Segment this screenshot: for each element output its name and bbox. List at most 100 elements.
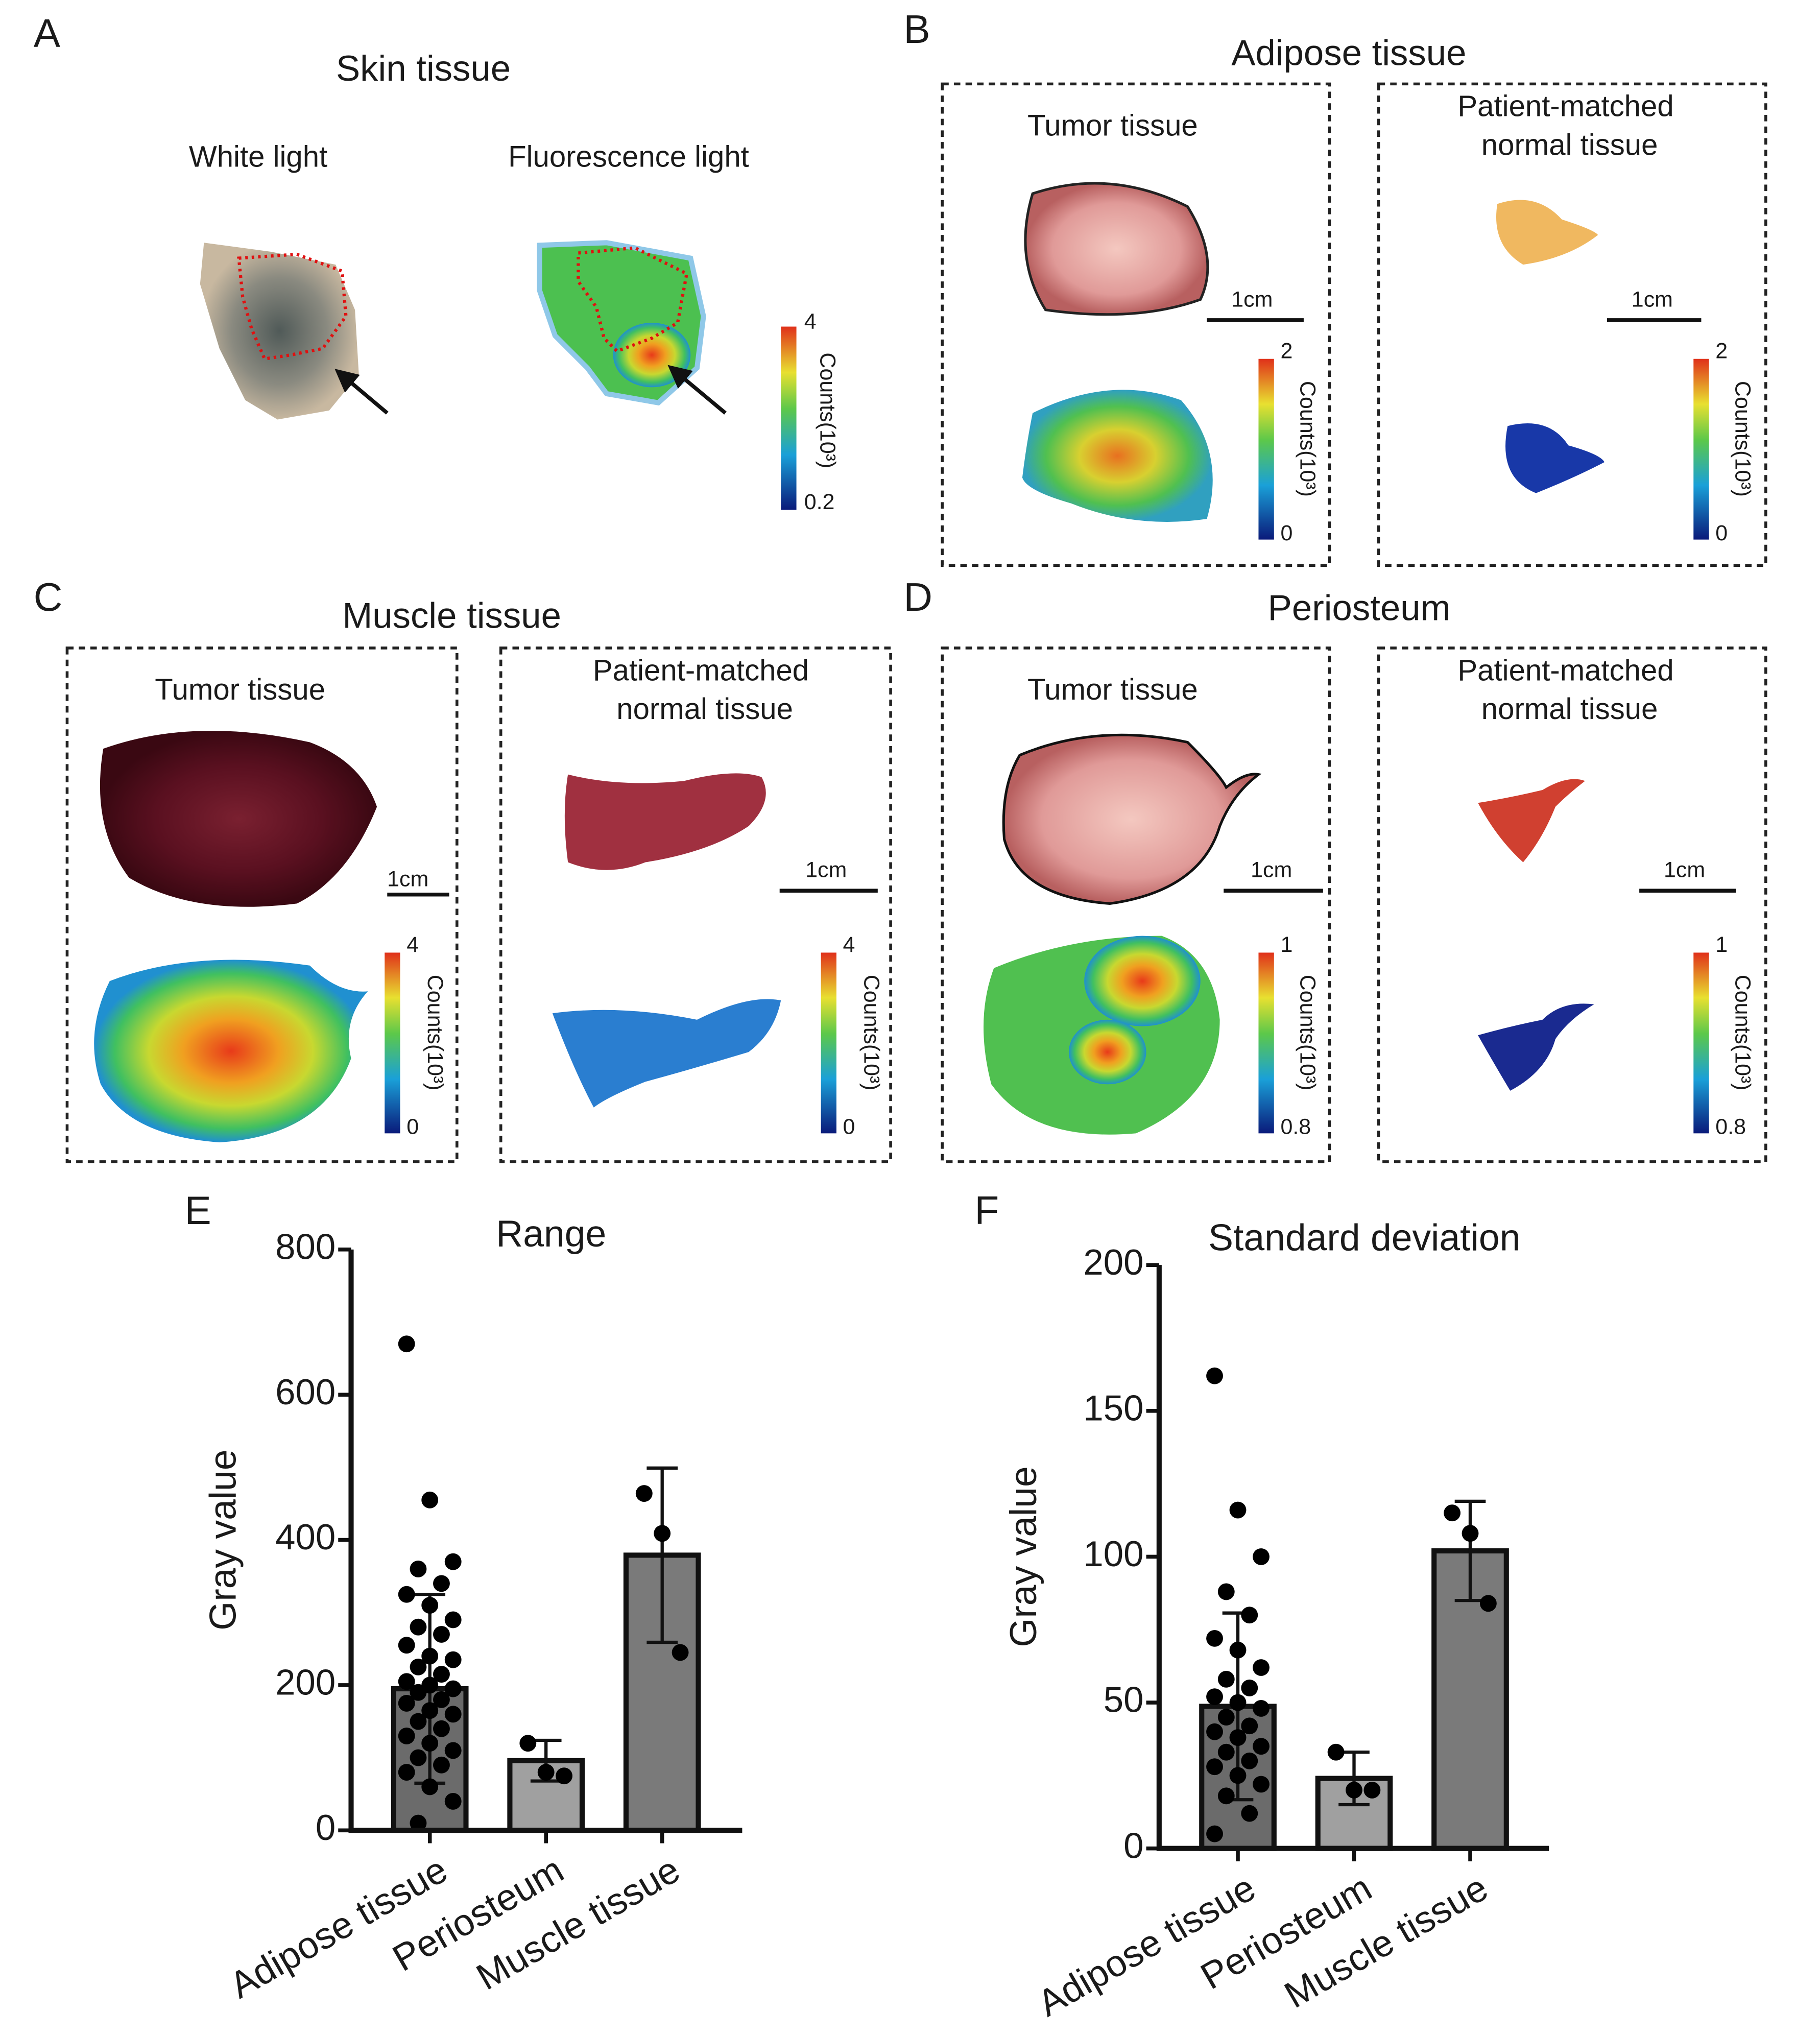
y-axis-label: Gray value bbox=[1002, 1466, 1044, 1647]
data-point bbox=[410, 1561, 427, 1577]
data-point bbox=[433, 1756, 450, 1774]
colorbar-min: 0 bbox=[1280, 521, 1292, 545]
colorbar-max: 4 bbox=[843, 932, 855, 957]
tissue-photo bbox=[564, 773, 766, 870]
y-tick-label: 100 bbox=[1083, 1534, 1143, 1574]
panel-title: Periosteum bbox=[1268, 587, 1451, 628]
data-point bbox=[410, 1684, 427, 1701]
colorbar-max: 4 bbox=[406, 932, 419, 957]
colorbar-min: 0.2 bbox=[804, 490, 835, 514]
colorbar bbox=[385, 952, 400, 1134]
colorbar-label: Counts(10³) bbox=[1730, 381, 1755, 497]
colorbar bbox=[1693, 358, 1709, 540]
colorbar bbox=[821, 952, 836, 1134]
scale-bar-label: 1cm bbox=[387, 867, 428, 891]
data-point bbox=[1479, 1595, 1497, 1612]
data-point bbox=[1229, 1729, 1247, 1746]
dashed-box bbox=[941, 646, 1331, 1163]
axes bbox=[1156, 1265, 1549, 1851]
colorbar-max: 1 bbox=[1715, 932, 1728, 957]
data-point bbox=[398, 1673, 415, 1690]
panel-letter: D bbox=[903, 574, 932, 619]
data-point bbox=[537, 1764, 555, 1781]
y-tick-label: 200 bbox=[1083, 1242, 1143, 1282]
data-point bbox=[421, 1735, 439, 1752]
colorbar-min: 0.8 bbox=[1715, 1115, 1746, 1139]
dashed-box bbox=[941, 82, 1331, 567]
y-tick-label: 600 bbox=[275, 1372, 336, 1412]
data-point bbox=[410, 1658, 427, 1675]
data-point bbox=[421, 1702, 439, 1719]
subtitle: Tumor tissue bbox=[155, 673, 325, 706]
data-point bbox=[1363, 1781, 1381, 1799]
data-point bbox=[1229, 1501, 1247, 1519]
data-point bbox=[1462, 1525, 1479, 1542]
colorbar-label: Counts(10³) bbox=[1730, 975, 1755, 1091]
colorbar bbox=[781, 326, 797, 510]
chart-title: Standard deviation bbox=[1208, 1217, 1520, 1259]
data-point bbox=[398, 1695, 415, 1712]
subtitle: normal tissue bbox=[616, 692, 793, 726]
y-axis-label: Gray value bbox=[202, 1449, 244, 1630]
data-point bbox=[421, 1647, 439, 1665]
y-tick-label: 0 bbox=[1123, 1825, 1143, 1865]
panel-letter: A bbox=[34, 11, 61, 56]
y-tick-label: 0 bbox=[316, 1807, 336, 1848]
colorbar-label: Counts(10³) bbox=[423, 975, 447, 1091]
data-point bbox=[444, 1706, 462, 1723]
data-point bbox=[1241, 1607, 1258, 1624]
panel-letter: C bbox=[34, 574, 63, 619]
subtitle: Patient-matched bbox=[1457, 90, 1673, 123]
hot-spot bbox=[613, 322, 691, 388]
subtitle: Patient-matched bbox=[1457, 654, 1673, 687]
data-point bbox=[672, 1644, 689, 1661]
scale-bar-label: 1cm bbox=[805, 858, 847, 882]
data-point bbox=[1217, 1670, 1235, 1688]
data-point bbox=[444, 1651, 462, 1668]
subtitle: Tumor tissue bbox=[1027, 109, 1198, 142]
subtitle: White light bbox=[189, 140, 327, 173]
scale-bar-label: 1cm bbox=[1231, 287, 1273, 312]
panel-title: Adipose tissue bbox=[1231, 32, 1466, 73]
data-point bbox=[433, 1575, 450, 1592]
data-point bbox=[1206, 1630, 1223, 1647]
data-point bbox=[1241, 1680, 1258, 1696]
subtitle: Tumor tissue bbox=[1027, 673, 1198, 706]
y-tick-label: 400 bbox=[275, 1517, 336, 1557]
data-point bbox=[433, 1720, 450, 1737]
data-point bbox=[1217, 1787, 1235, 1805]
colorbar-label: Counts(10³) bbox=[1296, 975, 1320, 1091]
y-tick-label: 200 bbox=[275, 1662, 336, 1703]
subtitle: Fluorescence light bbox=[508, 140, 749, 173]
data-point bbox=[1253, 1548, 1270, 1565]
tumor-outline bbox=[237, 252, 348, 361]
dashed-box bbox=[499, 646, 892, 1163]
colorbar bbox=[1258, 952, 1274, 1134]
data-point bbox=[410, 1749, 427, 1766]
error-bar bbox=[646, 1466, 678, 1644]
data-point bbox=[444, 1611, 462, 1628]
scale-bar-label: 1cm bbox=[1664, 858, 1705, 882]
colorbar bbox=[1258, 358, 1274, 540]
data-point bbox=[1217, 1743, 1235, 1761]
y-tick-label: 800 bbox=[275, 1227, 336, 1267]
colorbar-label: Counts(10³) bbox=[1296, 381, 1320, 497]
arrow bbox=[667, 365, 727, 415]
colorbar-label: Counts(10³) bbox=[815, 352, 840, 468]
tissue-photo bbox=[1002, 733, 1262, 905]
axes bbox=[348, 1249, 743, 1833]
data-point bbox=[519, 1735, 537, 1752]
data-point bbox=[1327, 1743, 1345, 1761]
colorbar-min: 0.8 bbox=[1280, 1115, 1311, 1139]
colorbar-max: 1 bbox=[1280, 932, 1292, 957]
data-point bbox=[421, 1778, 439, 1795]
data-point bbox=[1241, 1717, 1258, 1735]
tissue-photo bbox=[100, 730, 377, 907]
data-point bbox=[410, 1713, 427, 1730]
subtitle: normal tissue bbox=[1481, 129, 1658, 162]
data-point bbox=[398, 1637, 415, 1654]
hot-spot bbox=[1068, 1019, 1146, 1085]
tissue-photo bbox=[1478, 779, 1585, 863]
y-tick-label: 50 bbox=[1104, 1680, 1144, 1720]
data-point bbox=[1206, 1825, 1223, 1842]
